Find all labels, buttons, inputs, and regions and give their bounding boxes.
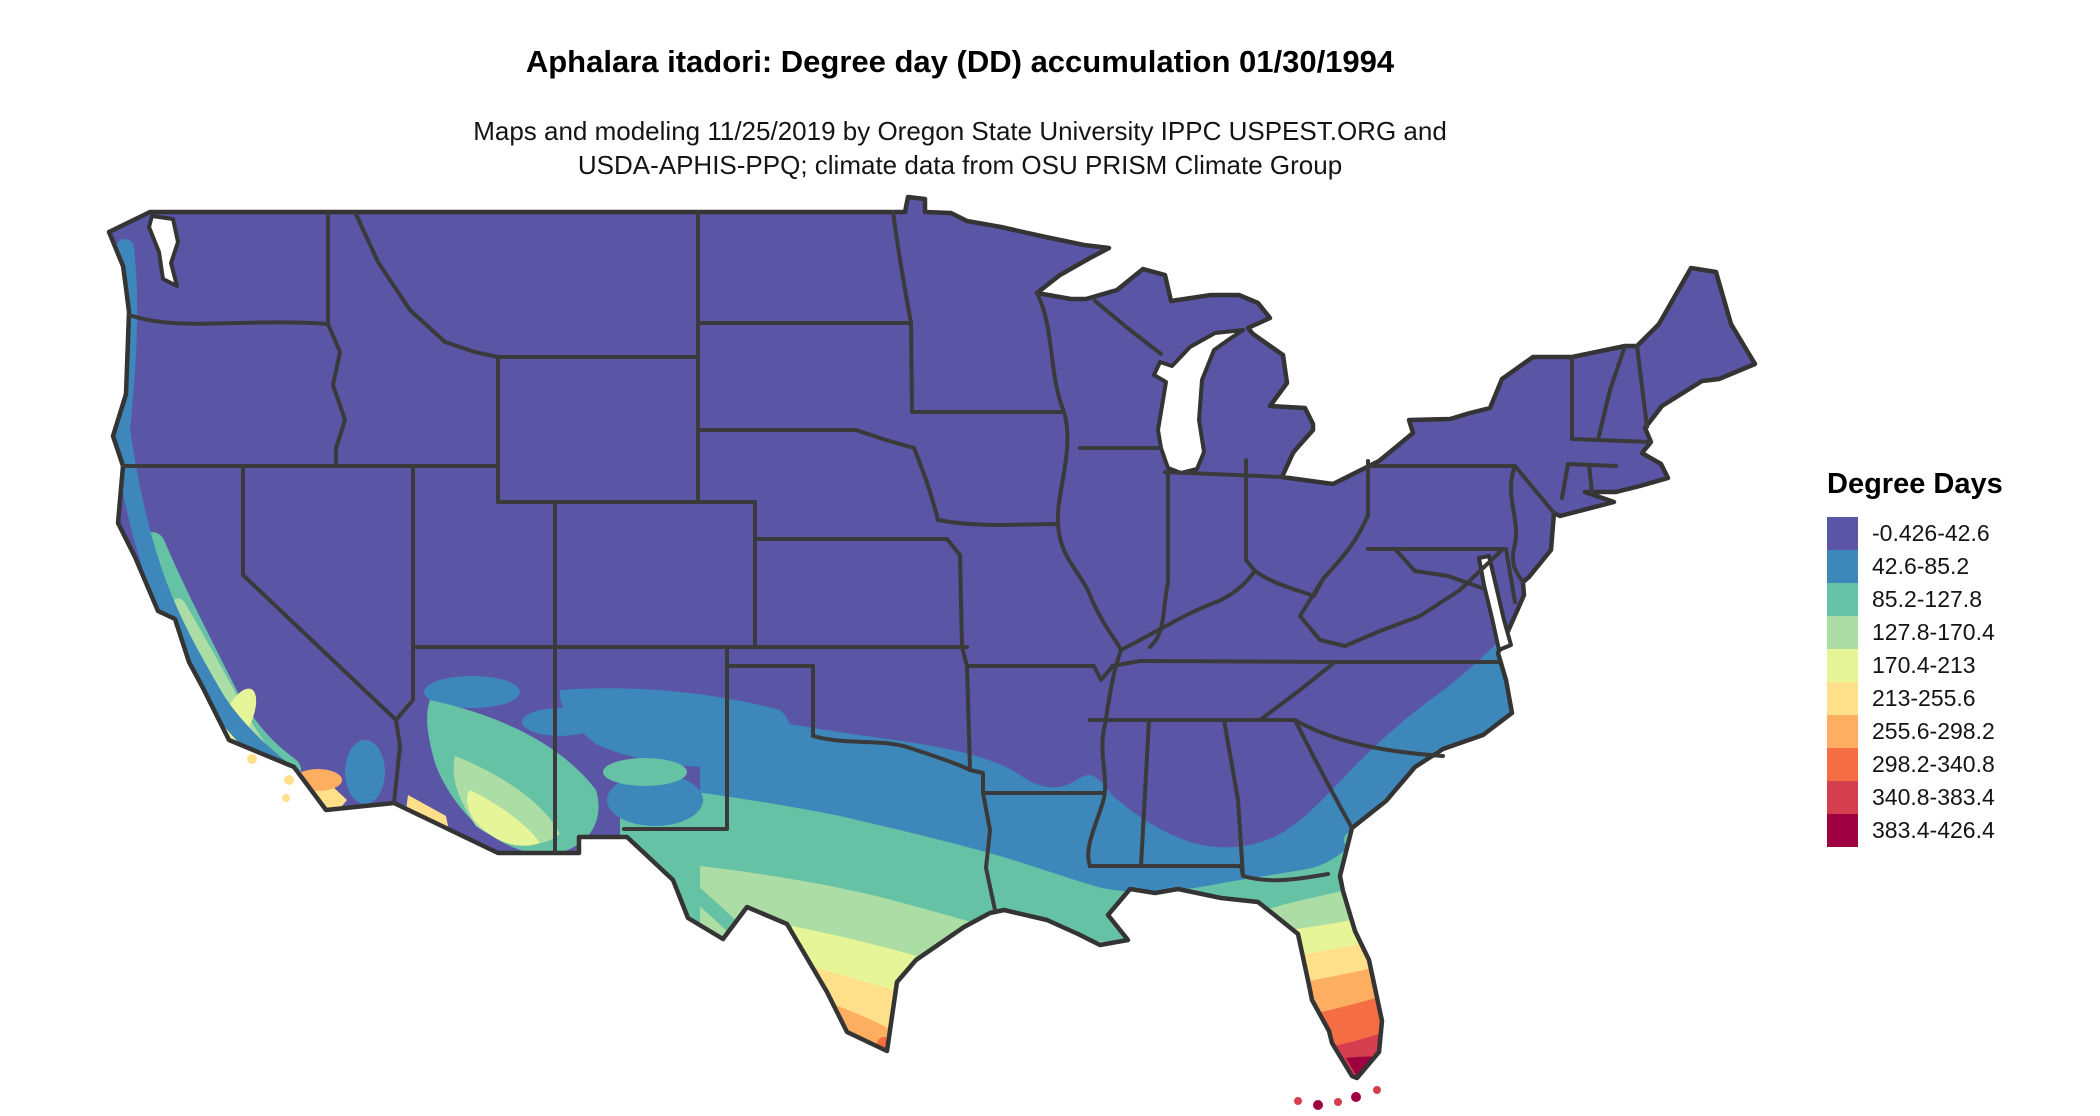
florida-keys-island — [1351, 1092, 1361, 1102]
legend-label: 298.2-340.8 — [1872, 751, 1995, 777]
region-elpaso-blue — [607, 774, 703, 826]
channel-island — [282, 794, 290, 802]
legend-swatch — [1827, 517, 1858, 550]
figure-title: Aphalara itadori: Degree day (DD) accumu… — [525, 44, 1395, 79]
channel-island — [247, 754, 257, 764]
florida-keys-island — [1334, 1098, 1342, 1106]
offshore-islands — [247, 754, 1381, 1110]
figure-subtitle: Maps and modeling 11/25/2019 by Oregon S… — [0, 114, 1920, 182]
legend-swatch — [1827, 550, 1858, 583]
legend-title: Degree Days — [1827, 468, 2003, 500]
florida-keys-island — [1313, 1100, 1323, 1110]
state-borders-east — [1298, 344, 1653, 648]
state-borders-south — [968, 659, 1500, 912]
legend-label: 170.4-213 — [1872, 652, 1976, 678]
legend-label: 127.8-170.4 — [1872, 619, 1995, 645]
region-newmexico-south-teal — [603, 758, 687, 786]
state-borders — [121, 210, 1653, 912]
legend-items: -0.426-42.6 42.6-85.2 85.2-127.8 127.8-170.… — [1827, 517, 2097, 847]
puget-sound — [147, 214, 180, 288]
legend-swatch — [1827, 649, 1858, 682]
region-socal-mountains-blue — [345, 740, 385, 804]
region-arizona-yellowgreen-core — [466, 790, 540, 846]
legend-label: 383.4-426.4 — [1872, 817, 1995, 843]
legend-label: 213-255.6 — [1872, 685, 1976, 711]
legend-item: 298.2-340.8 — [1827, 748, 2097, 781]
state-borders-midwest — [891, 210, 1370, 868]
channel-island — [284, 775, 294, 785]
subtitle-line-2: USDA-APHIS-PPQ; climate data from OSU PR… — [577, 150, 1343, 180]
subtitle-line-1: Maps and modeling 11/25/2019 by Oregon S… — [473, 116, 1447, 146]
legend-swatch — [1827, 616, 1858, 649]
legend-swatch — [1827, 781, 1858, 814]
legend-item: 170.4-213 — [1827, 649, 2097, 682]
region-texas-yellowgreen-band — [792, 926, 1010, 1078]
legend-swatch — [1827, 748, 1858, 781]
legend-label: 85.2-127.8 — [1872, 586, 1982, 612]
degree-days-legend: Degree Days -0.426-42.6 42.6-85.2 85.2-127… — [1827, 468, 2097, 847]
florida-keys-island — [1294, 1097, 1302, 1105]
legend-label: 255.6-298.2 — [1872, 718, 1995, 744]
legend-item: 340.8-383.4 — [1827, 781, 2097, 814]
legend-item: -0.426-42.6 — [1827, 517, 2097, 550]
legend-label: -0.426-42.6 — [1872, 520, 1990, 546]
legend-item: 127.8-170.4 — [1827, 616, 2097, 649]
legend-swatch — [1827, 682, 1858, 715]
region-arizona-north-blue — [424, 676, 520, 708]
state-borders-west — [121, 210, 972, 855]
legend-label: 42.6-85.2 — [1872, 553, 1970, 579]
legend-swatch — [1827, 583, 1858, 616]
legend-label: 340.8-383.4 — [1872, 784, 1995, 810]
chesapeake-bay — [1477, 554, 1513, 652]
legend-swatch — [1827, 715, 1858, 748]
legend-swatch — [1827, 814, 1858, 847]
legend-item: 383.4-426.4 — [1827, 814, 2097, 847]
florida-keys-island — [1373, 1086, 1381, 1094]
region-newmexico-blue-blob — [559, 688, 792, 768]
legend-item: 85.2-127.8 — [1827, 583, 2097, 616]
legend-item: 213-255.6 — [1827, 682, 2097, 715]
legend-item: 255.6-298.2 — [1827, 715, 2097, 748]
region-arizona-east-blue — [522, 708, 598, 736]
legend-item: 42.6-85.2 — [1827, 550, 2097, 583]
